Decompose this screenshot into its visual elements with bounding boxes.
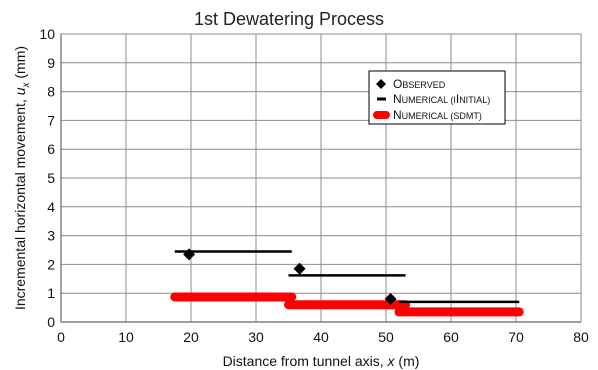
axis-layer: 0 10 20 30 40 50 60 70 80 0 1 2 3 4 5 6 7 8 9 10 <box>39 26 589 345</box>
legend-observed-label: OBSERVED <box>393 77 446 91</box>
y-tick-label: 7 <box>47 112 55 128</box>
legend-initial-label: NUMERICAL (IINITIAL) <box>393 92 490 106</box>
x-tick-label: 0 <box>57 329 65 345</box>
legend-initial-rest2: NITIAL) <box>459 95 490 105</box>
y-tick-label: 8 <box>47 84 55 100</box>
legend-observed-rest: BSERVED <box>402 80 445 90</box>
y-axis-title-pre: Incremental horizontal movement, <box>12 95 28 310</box>
x-tick-label: 10 <box>118 329 134 345</box>
observed-point <box>384 292 397 305</box>
y-tick-label: 0 <box>47 314 55 330</box>
legend-observed-initial: O <box>393 77 402 91</box>
legend-initial-initial: N <box>393 92 402 106</box>
y-tick-label: 3 <box>47 228 55 244</box>
x-tick-label: 20 <box>183 329 199 345</box>
chart-title: 1st Dewatering Process <box>194 9 384 29</box>
y-tick-label: 10 <box>39 26 55 42</box>
legend-sdmt-label: NUMERICAL (SDMT) <box>393 108 482 122</box>
y-tick-label: 6 <box>47 141 55 157</box>
x-tick-label: 80 <box>573 329 589 345</box>
y-tick-label: 1 <box>47 285 55 301</box>
x-tick-label: 60 <box>443 329 459 345</box>
y-tick-label: 9 <box>47 55 55 71</box>
legend-initial-initial2: I <box>456 92 459 106</box>
legend-sdmt-rest: UMERICAL (SDMT) <box>402 111 482 121</box>
observed-point <box>293 262 306 275</box>
x-tick-label: 50 <box>378 329 394 345</box>
y-tick-label: 4 <box>47 199 55 215</box>
x-tick-label: 70 <box>508 329 524 345</box>
x-tick-label: 30 <box>248 329 264 345</box>
legend-box <box>368 70 506 125</box>
legend-observed-marker <box>376 79 386 89</box>
x-axis-title-var: x <box>387 353 396 369</box>
y-axis-title-post: (mm) <box>12 46 28 83</box>
legend-initial-rest: UMERICAL (I <box>402 95 456 105</box>
y-tick-label: 5 <box>47 170 55 186</box>
x-axis-title-post: (m) <box>395 353 420 369</box>
x-tick-label: 40 <box>313 329 329 345</box>
legend: OBSERVED NUMERICAL (IINITIAL) NUMERICAL … <box>368 70 506 125</box>
observed-point <box>183 248 196 261</box>
y-axis-title-sub: x <box>21 81 32 88</box>
y-axis-title: Incremental horizontal movement, ux (mm) <box>12 46 32 310</box>
y-tick-label: 2 <box>47 256 55 272</box>
y-axis-title-var: u <box>12 87 28 95</box>
series-layer <box>170 248 524 317</box>
x-axis-title-pre: Distance from tunnel axis, <box>223 353 388 369</box>
x-axis-title: Distance from tunnel axis, x (m) <box>223 353 420 369</box>
legend-sdmt-initial: N <box>393 108 402 122</box>
